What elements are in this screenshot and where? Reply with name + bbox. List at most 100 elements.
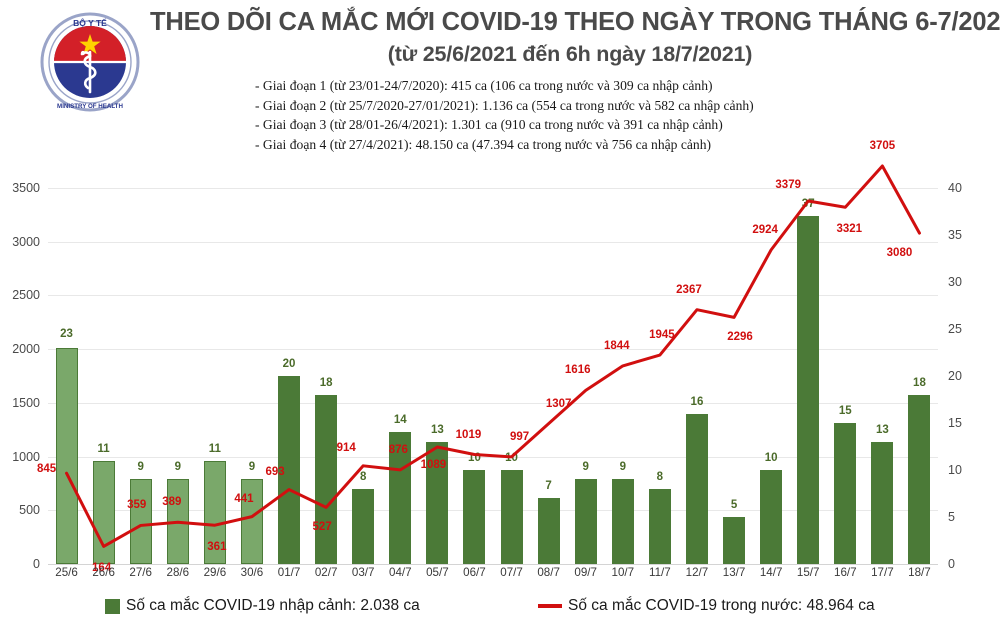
- y-axis-left-tick: 1000: [12, 449, 40, 464]
- bar-value-label: 9: [619, 461, 626, 474]
- phase-line-1: - Giai đoạn 1 (từ 23/01-24/7/2020): 415 …: [255, 78, 713, 93]
- bar-07-7[interactable]: [500, 470, 523, 564]
- y-axis-left-tick: 0: [33, 557, 40, 571]
- y-axis-left-tick: 2500: [12, 288, 40, 303]
- x-axis-tick-label: 06/7: [463, 566, 486, 579]
- chart-legend: Số ca mắc COVID-19 nhập cảnh: 2.038 ca S…: [0, 595, 1000, 627]
- phase-line-3: - Giai đoạn 3 (từ 28/01-26/4/2021): 1.30…: [255, 117, 723, 132]
- bar-value-label: 9: [174, 461, 181, 474]
- gridline: [48, 349, 938, 351]
- bar-06-7[interactable]: [463, 470, 486, 564]
- line-value-label: 914: [336, 441, 356, 454]
- x-axis-tick-label: 18/7: [908, 566, 931, 579]
- bar-13-7[interactable]: [723, 517, 746, 564]
- line-value-label: 1307: [545, 397, 572, 410]
- y-axis-right-tick: 10: [948, 463, 962, 477]
- line-value-label: 441: [234, 492, 254, 505]
- y-axis-right-tick: 15: [948, 416, 962, 430]
- gridline: [48, 564, 938, 565]
- bar-14-7[interactable]: [760, 470, 783, 564]
- x-axis-tick-label: 28/6: [166, 566, 190, 579]
- bar-25-6[interactable]: [55, 347, 78, 564]
- bar-16-7[interactable]: [834, 423, 857, 564]
- bar-18-7[interactable]: [908, 394, 931, 564]
- y-axis-left-tick: 1500: [12, 395, 40, 410]
- bar-15-7[interactable]: [797, 216, 820, 564]
- bar-value-label: 13: [875, 423, 889, 436]
- line-value-label: 693: [265, 465, 285, 478]
- bar-10-7[interactable]: [611, 479, 634, 564]
- y-axis-right-tick: 30: [948, 275, 962, 289]
- x-axis-tick-label: 27/6: [129, 566, 152, 579]
- line-value-label: 845: [36, 463, 57, 476]
- x-axis-tick-label: 03/7: [351, 566, 375, 579]
- bar-27-6[interactable]: [129, 479, 152, 564]
- x-axis-tick-label: 13/7: [722, 566, 746, 579]
- x-axis-tick-label: 05/7: [426, 566, 449, 579]
- y-axis-right-tick: 35: [948, 228, 962, 242]
- bar-12-7[interactable]: [685, 413, 708, 564]
- bar-02-7[interactable]: [315, 394, 338, 564]
- bar-value-label: 23: [60, 327, 73, 340]
- line-value-label: 389: [162, 496, 182, 509]
- x-axis-tick-label: 10/7: [611, 566, 635, 579]
- line-value-label: 1844: [603, 339, 630, 352]
- bar-value-label: 9: [582, 461, 589, 474]
- x-axis-tick-label: 15/7: [796, 566, 820, 579]
- line-value-label: 3080: [886, 247, 913, 260]
- bar-value-label: 11: [97, 442, 110, 455]
- y-axis-right-tick: 5: [948, 510, 955, 524]
- bar-03-7[interactable]: [352, 488, 375, 564]
- bar-value-label: 9: [248, 461, 256, 474]
- bar-09-7[interactable]: [574, 479, 597, 564]
- bar-05-7[interactable]: [426, 441, 449, 564]
- plot-region: 0 500 1000 1500 2000 2500 3000 3500 0 5 10 15 20 25 30…: [12, 140, 962, 574]
- legend-swatch-green-icon: [105, 598, 120, 614]
- svg-text:BỘ Y TẾ: BỘ Y TẾ: [73, 17, 107, 28]
- bar-value-label: 18: [913, 376, 926, 389]
- line-value-label: 1945: [649, 329, 675, 342]
- line-value-label: 2924: [752, 223, 778, 236]
- phase-line-2: - Giai đoạn 2 (từ 25/7/2020-27/01/2021):…: [255, 97, 754, 113]
- bar-17-7[interactable]: [871, 441, 894, 564]
- gridline: [48, 510, 938, 512]
- line-value-label: 3705: [869, 139, 896, 152]
- x-axis-tick-label: 17/7: [871, 566, 894, 579]
- chart-area: 0 500 1000 1500 2000 2500 3000 3500 0 5 10 15 20 25 30…: [0, 140, 1000, 590]
- page-title: THEO DÕI CA MẮC MỚI COVID-19 THEO NGÀY T…: [150, 8, 1000, 36]
- bar-01-7[interactable]: [278, 376, 301, 564]
- x-axis-tick-label: 12/7: [685, 566, 709, 579]
- gridline: [48, 188, 938, 189]
- page-header: BỘ Y TẾ MINISTRY OF HEALTH THEO DÕI CA M…: [0, 0, 1000, 160]
- x-axis-tick-label: 07/7: [500, 566, 523, 579]
- bar-value-label: 8: [360, 470, 367, 483]
- x-axis-tick-label: 25/6: [55, 566, 78, 579]
- line-value-label: 2367: [676, 283, 702, 296]
- phase-summary-list: - Giai đoạn 1 (từ 23/01-24/7/2020): 415 …: [255, 76, 754, 154]
- bar-08-7[interactable]: [537, 498, 560, 564]
- line-value-label: 3321: [836, 223, 863, 236]
- bar-value-label: 10: [764, 452, 778, 464]
- gridline: [48, 402, 938, 404]
- y-axis-right-tick: 20: [948, 369, 962, 383]
- bar-30-6[interactable]: [240, 479, 263, 564]
- legend-item-imported[interactable]: Số ca mắc COVID-19 nhập cảnh: 2.038 ca: [105, 597, 420, 615]
- line-value-label: 164: [92, 562, 112, 575]
- line-value-label: 1019: [455, 428, 482, 441]
- bar-value-label: 11: [208, 442, 221, 455]
- x-axis-tick-label: 11/7: [649, 566, 671, 579]
- bar-29-6[interactable]: [203, 460, 226, 564]
- title-block: THEO DÕI CA MẮC MỚI COVID-19 THEO NGÀY T…: [150, 8, 1000, 67]
- gridline: [48, 295, 938, 297]
- page-subtitle: (từ 25/6/2021 đến 6h ngày 18/7/2021): [387, 42, 753, 67]
- line-value-label: 1616: [564, 364, 591, 377]
- bar-11-7[interactable]: [648, 488, 671, 564]
- x-axis-tick-label: 14/7: [759, 566, 783, 579]
- legend-item-domestic[interactable]: Số ca mắc COVID-19 trong nước: 48.964 ca: [538, 597, 875, 615]
- bar-value-label: 20: [282, 358, 296, 370]
- x-axis-tick-label: 08/7: [537, 566, 560, 579]
- bar-value-label: 8: [656, 470, 664, 483]
- line-value-label: 876: [388, 443, 408, 456]
- domestic-cases-line: [65, 164, 921, 548]
